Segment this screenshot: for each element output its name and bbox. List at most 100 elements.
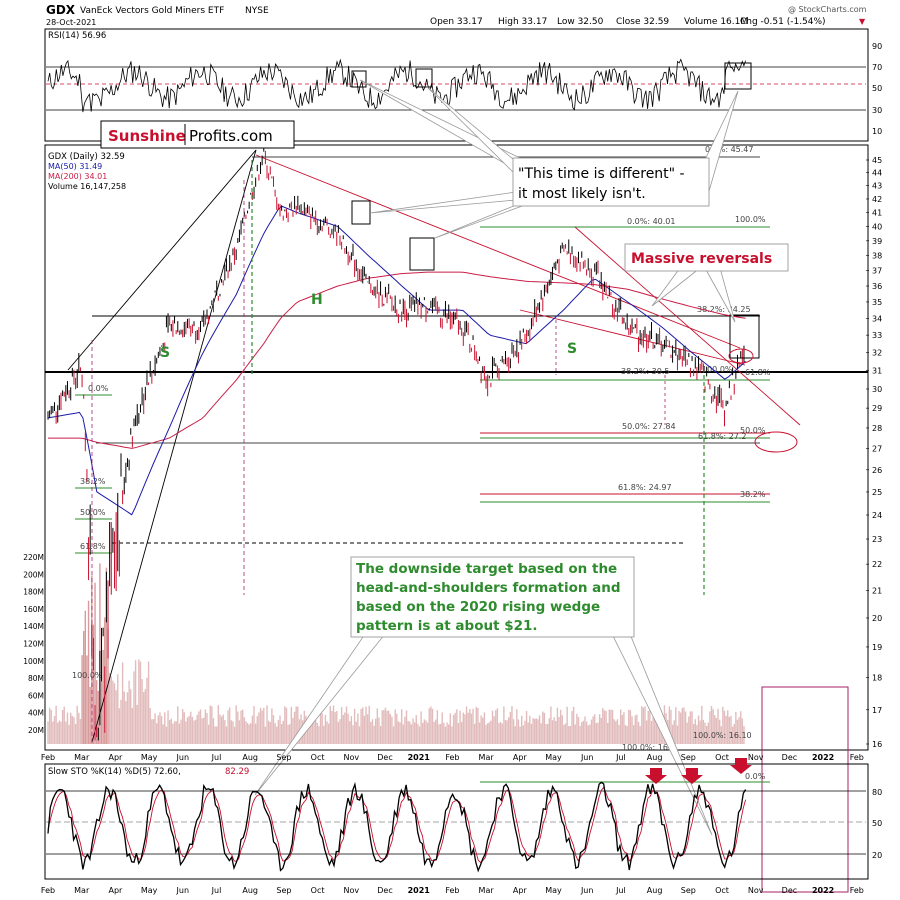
- price-tick: 30: [872, 385, 882, 394]
- legend-volume: Volume 16,147,258: [48, 182, 126, 191]
- fib-label: 61.8%: 24.97: [618, 483, 672, 492]
- callout-different-line-2: it most likely isn't.: [518, 186, 646, 202]
- callout-target-line-3: based on the 2020 rising wedge: [356, 599, 600, 615]
- target-ellipse: [754, 431, 798, 453]
- x-tick: Feb: [445, 753, 459, 762]
- price-tick: 35: [872, 298, 882, 307]
- price-tick: 21: [872, 586, 882, 595]
- sto-k-line: [47, 781, 747, 873]
- rsi-label: RSI(14) 56.96: [48, 31, 106, 41]
- price-tick: 20: [872, 614, 882, 623]
- price-tick: 22: [872, 560, 882, 569]
- fib-label: 100.0%: 16.: [622, 743, 670, 752]
- price-tick: 43: [872, 182, 882, 191]
- callout-reversals-box: [624, 243, 789, 272]
- header-volume: Volume 16.1M: [684, 17, 748, 27]
- price-tick: 18: [872, 673, 882, 682]
- sto-panel: 0.0% Slow STO %K(14) %D(5) 72.60, 82.29 …: [44, 758, 882, 880]
- x-tick: Sep: [681, 753, 696, 762]
- price-frame: [44, 144, 869, 751]
- price-tick: 32: [872, 349, 882, 358]
- x-tick: Aug: [647, 886, 663, 895]
- sto-label-d: 82.29: [225, 767, 249, 777]
- x-tick: Dec: [377, 886, 392, 895]
- price-tick: 28: [872, 424, 882, 433]
- x-tick: Jul: [211, 886, 222, 895]
- volume-tick: 80M: [28, 674, 44, 683]
- fib-label: 61.8%: 27.2: [698, 432, 746, 441]
- rsi-axis: 90 70 50 30 10: [872, 42, 882, 136]
- price-tick: 27: [872, 444, 882, 453]
- x-tick: Nov: [343, 753, 359, 762]
- callout-different-pointer-2: [425, 85, 521, 176]
- price-tick: 17: [872, 706, 882, 715]
- fib-label: 0.0%: 40.01: [627, 217, 675, 226]
- x-tick: Feb: [41, 753, 55, 762]
- x-tick: May: [545, 753, 562, 762]
- price-tick: 33: [872, 331, 882, 340]
- legend-gdx: GDX (Daily) 32.59: [48, 152, 125, 162]
- fib-labels: 0.0%: 45.47 0.0%: 40.01 100.0% 38.2%: 34…: [72, 145, 771, 752]
- callout-different-line-1: "This time is different" -: [518, 166, 685, 182]
- callout-different-pointer-3: [369, 191, 517, 214]
- sto-tick-20: 20: [872, 851, 882, 860]
- header-symbol: GDX: [46, 3, 76, 17]
- x-tick: Aug: [242, 753, 258, 762]
- highlight-box-oct: [729, 314, 760, 359]
- rising-trendline: [91, 149, 257, 743]
- x-tick: Oct: [311, 886, 325, 895]
- volume-tick: 40M: [28, 709, 44, 718]
- x-tick: Apr: [108, 886, 123, 895]
- volume-tick: 220M: [23, 553, 44, 562]
- fib-label: 0.0%: [88, 384, 109, 393]
- callout-different-pointer-4: [434, 204, 526, 239]
- rsi-tick-90: 90: [872, 42, 882, 51]
- price-tick: 19: [872, 643, 882, 652]
- fib-label: 61.8%: [80, 542, 106, 551]
- callout-reversals-pointer-1: [651, 267, 702, 307]
- x-tick: Mar: [74, 753, 90, 762]
- header-exchange: NYSE: [245, 6, 269, 16]
- x-tick: Sep: [276, 886, 291, 895]
- x-tick: Apr: [513, 886, 528, 895]
- rsi-tick-50: 50: [872, 84, 882, 93]
- header-name: VanEck Vectors Gold Miners ETF: [80, 6, 224, 16]
- sto-d-line: [47, 786, 747, 863]
- rsi-frame: [44, 28, 869, 142]
- volume-tick: 160M: [23, 605, 44, 614]
- highlight-box-jan: [409, 237, 435, 271]
- rsi-panel: RSI(14) 56.96 90 70 50 30 10: [44, 28, 882, 142]
- price-tick: 26: [872, 466, 882, 475]
- header-change-arrow: ▼: [859, 17, 866, 26]
- fib-label: 100.0%: [72, 671, 103, 680]
- x-tick: Jul: [615, 886, 626, 895]
- callout-different-box: [512, 157, 710, 207]
- x-tick: May: [141, 753, 158, 762]
- price-tick: 44: [872, 169, 882, 178]
- callout-target-line-2: head-and-shoulders formation and: [356, 580, 621, 596]
- x-tick: Mar: [74, 886, 90, 895]
- header-close: Close 32.59: [616, 17, 669, 27]
- x-tick: Dec: [377, 753, 392, 762]
- x-tick: Jun: [176, 886, 190, 895]
- falling-trendline-2: [574, 226, 801, 426]
- fib-label: 38.2%: 34.25: [697, 305, 751, 314]
- x-tick: 2022: [812, 886, 834, 895]
- x-tick: Jul: [211, 753, 222, 762]
- volume-tick: 120M: [23, 640, 44, 649]
- x-tick: Jun: [176, 753, 190, 762]
- x-tick: Aug: [647, 753, 663, 762]
- logo-frame: [100, 120, 295, 149]
- sto-arrow-down: [681, 768, 703, 784]
- sto-arrow-down: [730, 758, 752, 774]
- sto-label: Slow STO %K(14) %D(5) 72.60,: [48, 767, 181, 777]
- price-tick: 23: [872, 535, 882, 544]
- logo-profits: Profits.com: [189, 127, 273, 145]
- wedge-line-upper: [67, 149, 257, 371]
- price-candles: [47, 143, 745, 741]
- price-tick: 42: [872, 195, 882, 204]
- header-open: Open 33.17: [430, 17, 483, 27]
- x-tick: Jun: [580, 753, 594, 762]
- price-tick: 39: [872, 237, 882, 246]
- fib-lines: [75, 226, 770, 554]
